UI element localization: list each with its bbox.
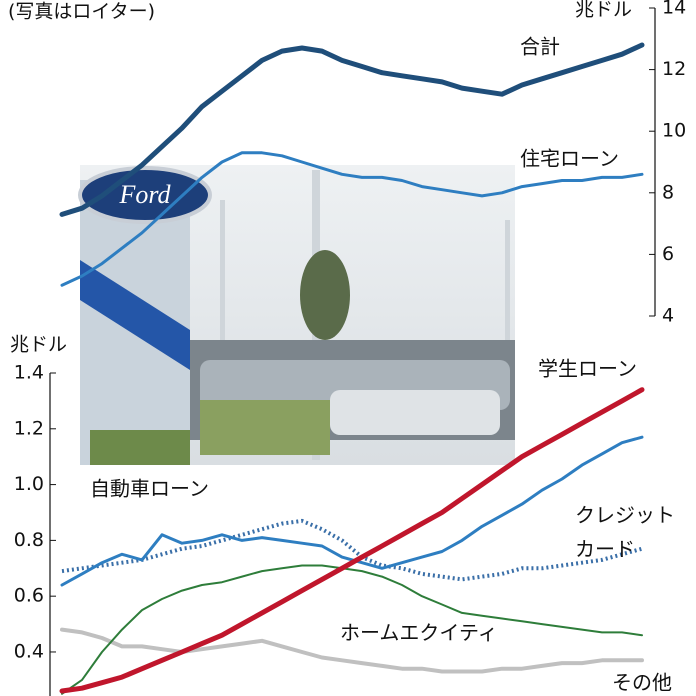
y-tick-label: 6 bbox=[662, 243, 674, 265]
y-tick-label: 1.0 bbox=[14, 473, 44, 495]
series-line bbox=[59, 42, 645, 217]
y-tick-label: 0.8 bbox=[14, 529, 44, 551]
photo: Ford bbox=[78, 165, 515, 465]
axis-unit: 兆ドル bbox=[575, 0, 632, 21]
series-line bbox=[59, 387, 645, 694]
series-label: 学生ローン bbox=[538, 357, 637, 381]
series-label: クレジットカード bbox=[575, 503, 675, 561]
y-tick-label: 0.6 bbox=[14, 585, 44, 607]
axis-unit: 兆ドル bbox=[10, 334, 67, 356]
series-line bbox=[61, 564, 643, 695]
y-tick-label: 0.4 bbox=[14, 640, 44, 662]
y-tick-label: 14 bbox=[662, 0, 686, 19]
series-label: 合計 bbox=[520, 35, 560, 59]
y-tick-label: 1.4 bbox=[14, 362, 44, 384]
y-tick-label: 12 bbox=[662, 58, 686, 80]
y-tick-label: 1.2 bbox=[14, 417, 44, 439]
series-label: 自動車ローン bbox=[90, 477, 209, 501]
caption: (写真はロイター) bbox=[8, 1, 155, 23]
series-label: ホームエクイティ bbox=[340, 621, 498, 645]
series-line bbox=[60, 627, 644, 674]
series-label: その他 bbox=[612, 671, 672, 695]
y-tick-label: 10 bbox=[662, 120, 686, 142]
y-tick-label: 4 bbox=[662, 305, 674, 327]
y-tick-label: 8 bbox=[662, 181, 674, 203]
series-line bbox=[60, 151, 644, 287]
series-label: 住宅ローン bbox=[520, 147, 619, 171]
photo-logo: Ford bbox=[118, 180, 171, 209]
